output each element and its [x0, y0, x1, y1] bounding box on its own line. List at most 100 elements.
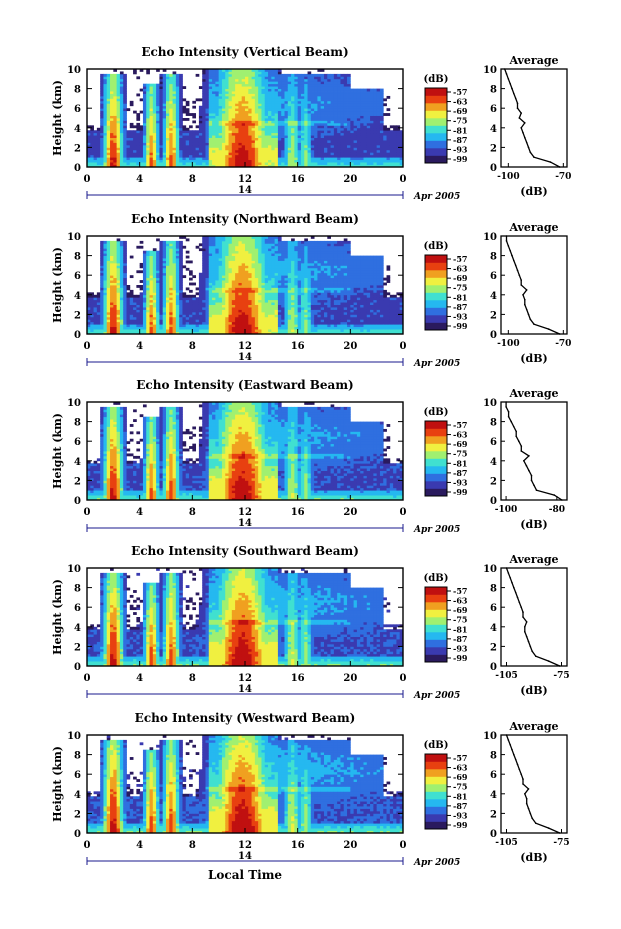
heatmap-cell: [248, 71, 252, 75]
heatmap-cell: [172, 245, 177, 249]
heatmap-cell: [221, 331, 226, 335]
heatmap-cell: [340, 152, 345, 156]
heatmap-cell: [205, 105, 210, 109]
heatmap-cell: [208, 159, 213, 163]
heatmap-cell: [324, 122, 328, 126]
heatmap-cell: [370, 159, 374, 163]
heatmap-cell: [179, 289, 183, 293]
heatmap-cell: [93, 304, 98, 308]
heatmap-cell: [238, 280, 243, 283]
heatmap-cell: [159, 113, 164, 116]
heatmap-cell: [287, 81, 292, 85]
x-tick-label: 8: [189, 174, 196, 185]
heatmap-cell: [347, 91, 351, 94]
heatmap-cell: [363, 147, 368, 151]
heatmap-cell: [337, 130, 341, 134]
heatmap-cell: [149, 304, 154, 308]
heatmap-cell: [169, 277, 173, 281]
heatmap-cell: [215, 265, 220, 269]
heatmap-cell: [96, 319, 101, 323]
heatmap-cell: [241, 262, 246, 266]
heatmap-cell: [195, 314, 200, 318]
heatmap-cell: [268, 120, 272, 124]
heatmap-cell: [133, 319, 137, 323]
heatmap-cell: [310, 149, 315, 153]
heatmap-cell: [100, 326, 104, 330]
heatmap-cell: [198, 307, 203, 310]
heatmap-cell: [251, 130, 256, 134]
heatmap-cell: [221, 329, 226, 332]
heatmap-cell: [146, 118, 150, 121]
heatmap-cell: [310, 142, 315, 146]
heatmap-cell: [268, 98, 272, 102]
heatmap-cell: [268, 78, 272, 82]
heatmap-cell: [376, 154, 381, 158]
heatmap-cell: [129, 289, 134, 293]
heatmap-cell: [106, 78, 111, 82]
heatmap-cell: [360, 91, 364, 94]
heatmap-cell: [90, 326, 94, 330]
heatmap-cell: [212, 71, 216, 75]
heatmap-cell: [198, 243, 203, 247]
heatmap-cell: [221, 125, 226, 129]
heatmap-cell: [136, 76, 141, 80]
heatmap-cell: [113, 164, 118, 168]
heatmap-cell: [241, 120, 246, 124]
heatmap-cell: [225, 299, 229, 303]
heatmap-cell: [251, 275, 256, 279]
heatmap-cell: [284, 152, 289, 156]
heatmap-cell: [119, 110, 124, 114]
heatmap-cell: [142, 147, 147, 151]
heatmap-cell: [251, 324, 256, 328]
heatmap-cell: [185, 100, 190, 104]
heatmap-cell: [383, 113, 387, 116]
heatmap-cell: [277, 130, 282, 134]
heatmap-cell: [169, 240, 173, 244]
heatmap-cell: [106, 142, 111, 146]
heatmap-cell: [356, 142, 361, 146]
heatmap-cell: [205, 331, 210, 335]
heatmap-cell: [304, 140, 308, 143]
heatmap-cell: [179, 277, 183, 281]
heatmap-cell: [363, 135, 368, 138]
heatmap-cell: [231, 238, 236, 242]
heatmap-cell: [212, 319, 216, 323]
heatmap-cell: [251, 297, 256, 301]
heatmap-cell: [360, 147, 364, 151]
heatmap-cell: [235, 120, 239, 124]
heatmap-cell: [350, 110, 355, 114]
heatmap-cell: [300, 162, 305, 165]
heatmap-cell: [169, 248, 173, 252]
heatmap-cell: [166, 324, 170, 328]
heatmap-cell: [340, 103, 345, 107]
heatmap-cell: [297, 115, 302, 119]
heatmap-cell: [202, 302, 206, 305]
heatmap-cell: [198, 275, 203, 279]
heatmap-cell: [370, 113, 374, 116]
heatmap-cell: [116, 324, 121, 328]
heatmap-cell: [231, 285, 236, 288]
heatmap-cell: [212, 302, 216, 305]
heatmap-cell: [110, 154, 114, 158]
heatmap-cell: [228, 110, 233, 114]
colorbar-tick-label: -63: [453, 97, 468, 107]
heatmap-cell: [324, 162, 328, 165]
heatmap-cell: [198, 98, 203, 102]
heatmap-cell: [159, 294, 164, 298]
heatmap-cell: [225, 236, 229, 239]
heatmap-cell: [142, 130, 147, 134]
heatmap-cell: [373, 115, 378, 119]
heatmap-cell: [261, 103, 266, 107]
heatmap-cell: [215, 267, 220, 271]
heatmap-cell: [281, 103, 285, 107]
heatmap-cell: [169, 287, 173, 291]
heatmap-cell: [258, 164, 262, 168]
heatmap-cell: [166, 265, 170, 269]
heatmap-cell: [208, 147, 213, 151]
heatmap-cell: [287, 122, 292, 126]
heatmap-cell: [162, 309, 167, 313]
heatmap-cell: [274, 120, 279, 124]
heatmap-cell: [205, 78, 210, 82]
heatmap-cell: [261, 73, 266, 77]
heatmap-cell: [212, 81, 216, 85]
